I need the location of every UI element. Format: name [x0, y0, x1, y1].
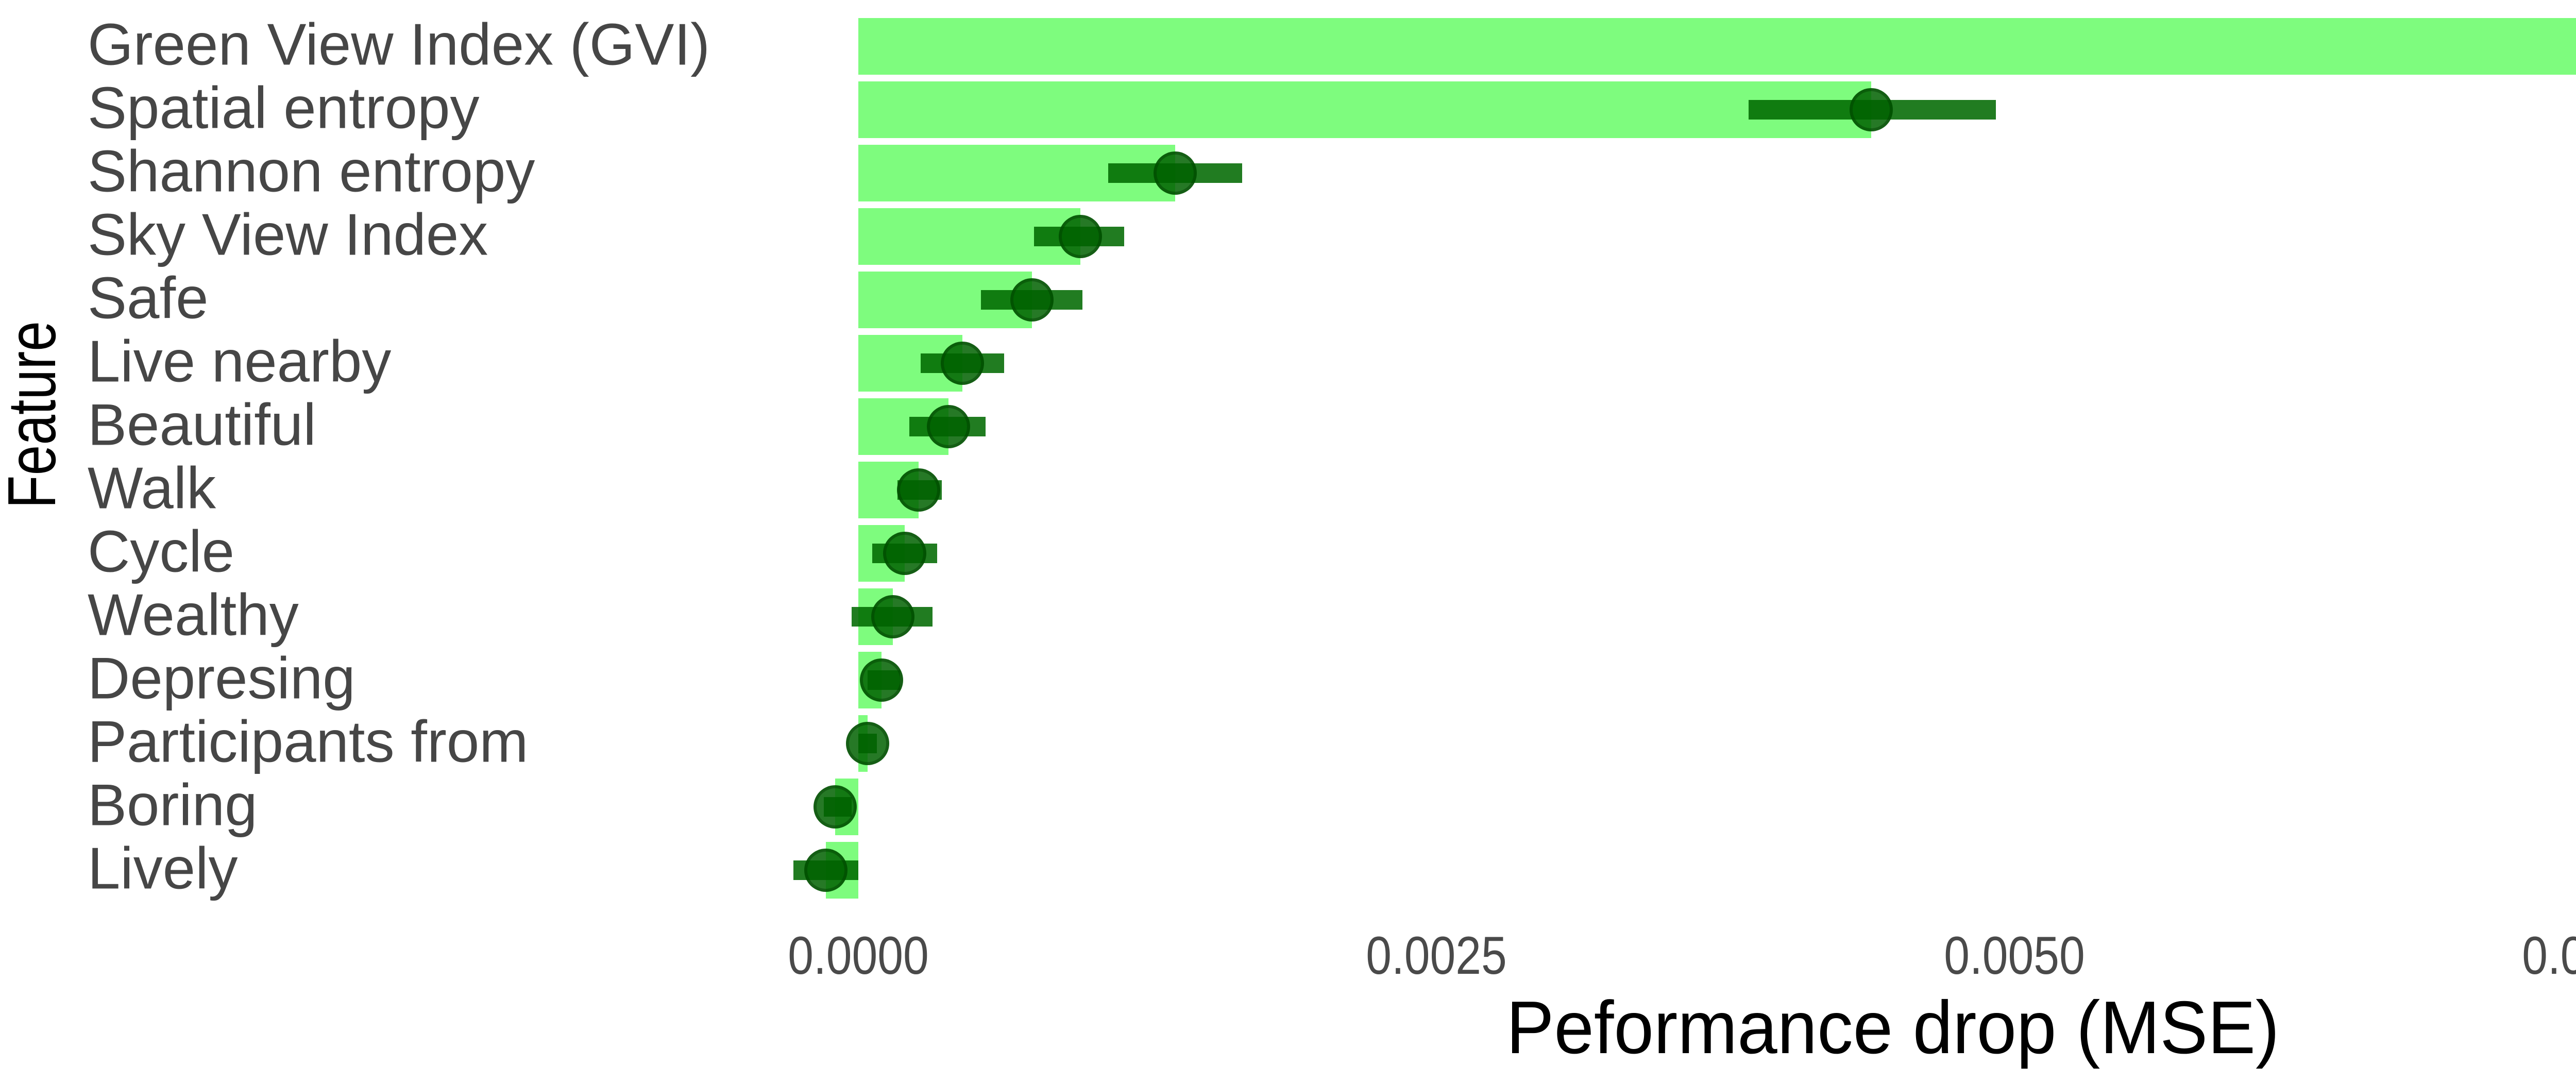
x-axis-title: Peformance drop (MSE) — [1506, 986, 2280, 1069]
x-tick-label: 0.0075 — [2522, 926, 2576, 986]
point-marker — [1153, 151, 1197, 195]
y-tick-label: Boring — [88, 772, 258, 838]
y-tick-label: Lively — [88, 836, 238, 902]
y-tick-label: Walk — [88, 455, 216, 521]
y-tick-label: Safe — [88, 265, 209, 331]
x-tick-label: 0.0000 — [788, 926, 929, 986]
point-marker — [927, 404, 971, 448]
y-tick-label: Live nearby — [88, 329, 392, 395]
point-marker — [814, 785, 857, 829]
point-marker — [940, 341, 984, 385]
point-marker — [871, 595, 915, 638]
x-tick-label: 0.0050 — [1944, 926, 2085, 986]
y-tick-label: Spatial entropy — [88, 75, 480, 141]
point-marker — [896, 468, 940, 512]
y-axis-title: Feature — [0, 321, 70, 509]
y-tick-label: Cycle — [88, 519, 235, 585]
point-marker — [1010, 278, 1054, 322]
point-marker — [859, 658, 903, 702]
point-marker — [883, 531, 926, 575]
y-tick-label: Participants from — [88, 709, 529, 775]
point-marker — [845, 721, 889, 765]
y-tick-label: Green View Index (GVI) — [88, 12, 710, 78]
bar — [858, 81, 1871, 138]
bar — [858, 18, 2576, 75]
point-marker — [1058, 214, 1102, 258]
point-marker — [804, 848, 848, 892]
y-tick-label: Wealthy — [88, 582, 299, 648]
y-tick-label: Sky View Index — [88, 202, 488, 268]
x-tick-label: 0.0025 — [1366, 926, 1507, 986]
y-tick-label: Beautiful — [88, 392, 316, 458]
y-tick-label: Shannon entropy — [88, 139, 535, 205]
point-marker — [1849, 88, 1893, 131]
y-tick-label: Depresing — [88, 646, 355, 712]
